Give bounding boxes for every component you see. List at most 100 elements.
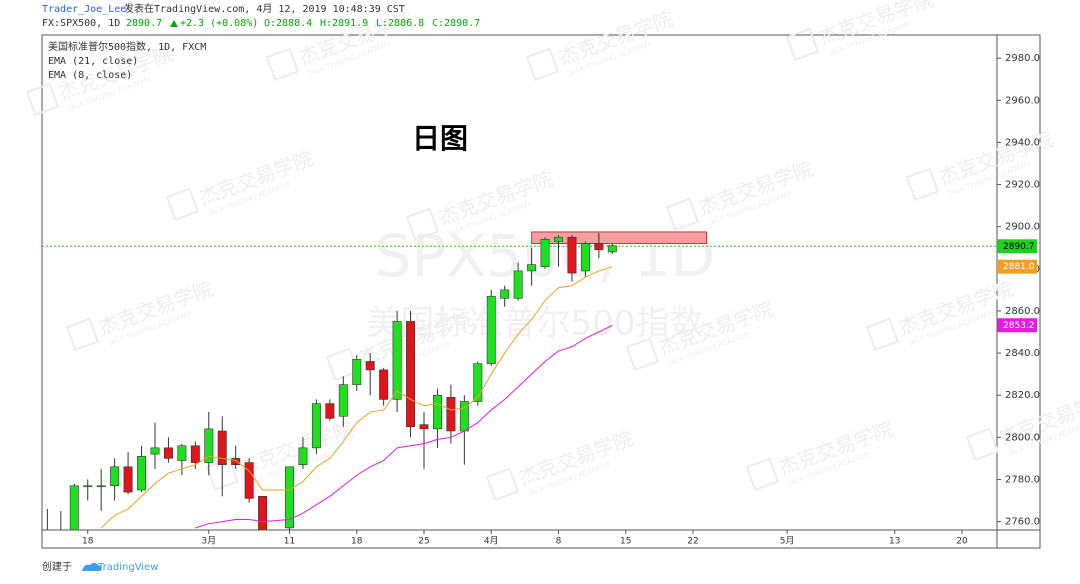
watermark-logo-box [485,467,520,501]
candle-body [69,485,79,530]
candle-body [150,447,160,455]
candle-body [137,455,147,491]
candle-body [231,458,241,466]
ohlc-open: O:2888.4 [264,18,312,29]
watermark-logo-box [405,207,440,241]
candle-body [352,359,362,385]
watermark-logo-box [965,427,1000,461]
candle-body [392,321,402,400]
candle-body [607,245,617,253]
candle-body [83,485,93,488]
watermark-logo-box [625,337,660,371]
candle-body [406,321,416,428]
candle-body [110,466,120,487]
x-tick-label: 5月 [780,536,795,547]
y-tick-label: 2780.0 [1005,474,1040,485]
candle-body [419,424,429,430]
watermark-logo-box [65,317,100,351]
candle-body [513,270,523,299]
watermark-logo-box [785,27,820,61]
x-tick-label: 20 [956,537,968,547]
candle-body [217,430,227,466]
candle-body [163,447,173,459]
watermark-name: 美国标准普尔500指数 [367,304,704,344]
candle-body [432,394,442,430]
candle-body [244,462,254,499]
candle-body [540,239,550,268]
x-tick-label: 13 [889,537,900,547]
watermark-logo-box [165,187,200,221]
candle-body [473,363,483,402]
chart-title: 日图 [412,122,468,155]
y-tick-label: 2920.0 [1005,180,1040,191]
candle-body [285,466,294,529]
candle-body [580,243,590,272]
x-tick-label: 3月 [201,536,216,547]
candle-body [567,236,577,274]
candle-body [365,361,375,371]
watermark-logo-box [865,317,900,351]
last-value-badge [997,318,1037,333]
candle-body [204,428,214,463]
last-value-label: 2881.0 [1003,262,1035,272]
last-value-badge [997,259,1037,274]
x-tick-label: 25 [418,537,429,547]
footer-brand[interactable]: TradingView [97,562,158,573]
x-tick-label: 18 [82,537,94,547]
candle-body [190,445,200,463]
y-tick-label: 2980.0 [1005,53,1040,64]
price-badge [997,239,1037,254]
instrument: 美国标准普尔500指数, 1D, FXCM [48,40,206,53]
up-arrow [170,20,178,27]
y-tick-label: 2760.0 [1005,517,1040,528]
legend-entry: EMA (21, close) [48,56,138,67]
y-tick-label: 2860.0 [1005,306,1040,317]
watermark-logo-box [905,167,940,201]
watermark-logo-box [745,457,780,491]
candle-body [554,236,563,242]
x-tick-label: 4月 [484,536,499,547]
candle-body [500,289,510,299]
x-tick-label: 22 [687,537,698,547]
candle-body [594,243,604,251]
y-tick-label: 2840.0 [1005,348,1040,359]
last-value-label: 2853.2 [1003,321,1035,331]
footer-created: 创建于 [42,560,72,573]
candle-body [311,403,321,449]
ohlc-close: C:2890.7 [432,18,480,29]
legend-entry: EMA (8, close) [48,70,132,81]
x-tick-label: 11 [284,537,295,547]
ema-line [100,266,613,529]
watermark-logo-box [265,47,300,81]
candle-body [177,445,187,461]
author[interactable]: Trader_Joe_Lee [42,4,126,15]
ema-line [195,324,613,529]
x-tick-label: 18 [351,537,363,547]
candle-body [325,403,335,419]
candle-body [298,447,308,466]
y-tick-label: 2820.0 [1005,390,1040,401]
y-tick-label: 2800.0 [1005,432,1040,443]
candle-body [446,396,456,432]
price: 2890.7 [126,18,162,29]
ohlc-low: L:2886.8 [376,18,424,29]
change: +2.3 (+0.08%) [180,18,258,29]
published: 发表在TradingView.com, 4月 12, 2019 10:48:39… [124,2,405,15]
brand-logo [82,563,102,571]
candle-body [338,384,348,417]
ohlc-high: H:2891.9 [320,18,368,29]
price-badge-label: 2890.7 [1003,242,1035,252]
x-tick-label: 15 [620,537,631,547]
y-tick-label: 2940.0 [1005,137,1040,148]
symbol: FX:SPX500, 1D [42,18,120,29]
y-tick-label: 2900.0 [1005,222,1040,233]
watermark-logo-box [525,47,560,81]
zone-box [531,231,707,245]
watermark-logo-box [25,82,60,116]
candle-body [486,295,496,364]
candle-body [379,369,389,400]
candle-body [258,495,268,530]
candle-body [123,466,133,493]
